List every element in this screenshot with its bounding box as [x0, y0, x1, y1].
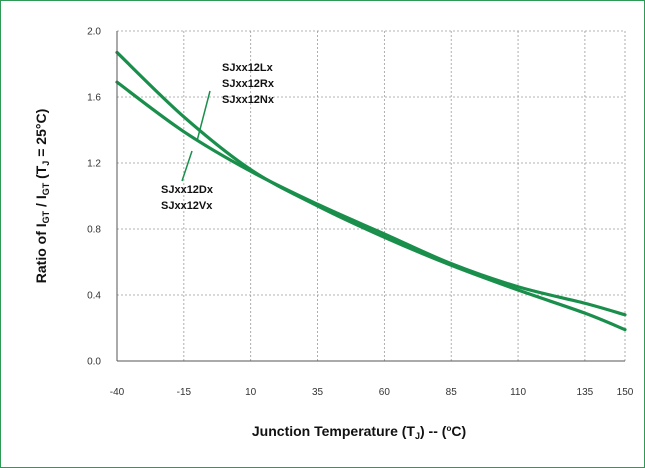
annotation-2-line-1: SJxx12Dx [161, 184, 214, 196]
x-tick-label: 85 [446, 387, 458, 398]
y-tick-label: 0.0 [87, 357, 101, 368]
x-tick-label: 135 [577, 387, 594, 398]
y-tick-labels: 0.0 0.4 0.8 1.2 1.6 2.0 [87, 27, 101, 368]
x-tick-label: 10 [245, 387, 257, 398]
annotation-leader-2 [181, 150, 193, 182]
annotation-1-line-2: SJxx12Rx [222, 78, 275, 90]
series-lines [115, 50, 627, 332]
plot-area [117, 31, 625, 361]
annotation-2-line-2: SJxx12Vx [161, 200, 213, 212]
series-line-1 [115, 50, 627, 332]
x-tick-labels: -40 -15 10 35 60 85 110 135 150 [110, 387, 634, 398]
annotation-1-line-1: SJxx12Lx [222, 62, 274, 74]
y-tick-label: 1.6 [87, 93, 101, 104]
y-tick-label: 0.4 [87, 291, 101, 302]
y-tick-label: 1.2 [87, 159, 101, 170]
annotation-leader-1 [196, 90, 211, 142]
axes [116, 31, 625, 362]
x-tick-label: -15 [177, 387, 192, 398]
series-line-2 [115, 80, 627, 317]
x-tick-label: 60 [379, 387, 391, 398]
x-tick-label: -40 [110, 387, 125, 398]
x-axis-title: Junction Temperature (TJ) -- (oC) [252, 423, 466, 441]
x-tick-label: 35 [312, 387, 324, 398]
y-axis-title: Ratio of IGT / IGT (TJ = 25°C) [33, 109, 51, 283]
x-tick-label: 110 [510, 387, 526, 398]
x-tick-label: 150 [617, 387, 634, 398]
y-tick-label: 2.0 [87, 27, 101, 38]
y-tick-label: 0.8 [87, 225, 101, 236]
annotation-1-line-3: SJxx12Nx [222, 94, 275, 106]
